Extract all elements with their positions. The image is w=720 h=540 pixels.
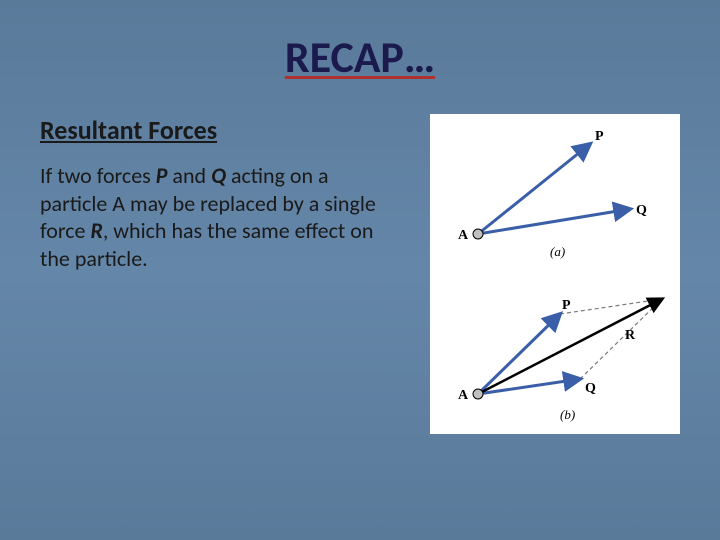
point-A-b: [473, 389, 483, 399]
subtitle: Resultant Forces: [40, 114, 410, 146]
point-A-a: [473, 229, 483, 239]
vector-P-b: [478, 314, 560, 394]
slide: RECAP… Resultant Forces If two forces P …: [0, 0, 720, 540]
label-P-b: P: [562, 298, 571, 313]
text-column: Resultant Forces If two forces P and Q a…: [40, 114, 410, 272]
label-A-b: A: [458, 388, 469, 403]
content-row: Resultant Forces If two forces P and Q a…: [40, 114, 680, 434]
panel-a: A P Q (a): [458, 129, 647, 259]
force-diagram: A P Q (a) A P Q: [430, 114, 680, 434]
label-A-a: A: [458, 228, 469, 243]
slide-title: RECAP…: [40, 30, 680, 84]
body-text: If two forces P and Q acting on a partic…: [40, 162, 380, 272]
label-Q-b: Q: [585, 381, 596, 396]
caption-b: (b): [560, 407, 575, 422]
dashed-2: [580, 299, 662, 379]
label-R-b: R: [625, 328, 636, 343]
label-P-a: P: [595, 129, 604, 144]
vector-P-a: [478, 144, 590, 234]
label-Q-a: Q: [636, 203, 647, 218]
vector-Q-a: [478, 209, 630, 234]
diagram-svg: A P Q (a) A P Q: [430, 114, 680, 434]
caption-a: (a): [550, 244, 565, 259]
panel-b: A P Q R (b): [458, 298, 662, 422]
